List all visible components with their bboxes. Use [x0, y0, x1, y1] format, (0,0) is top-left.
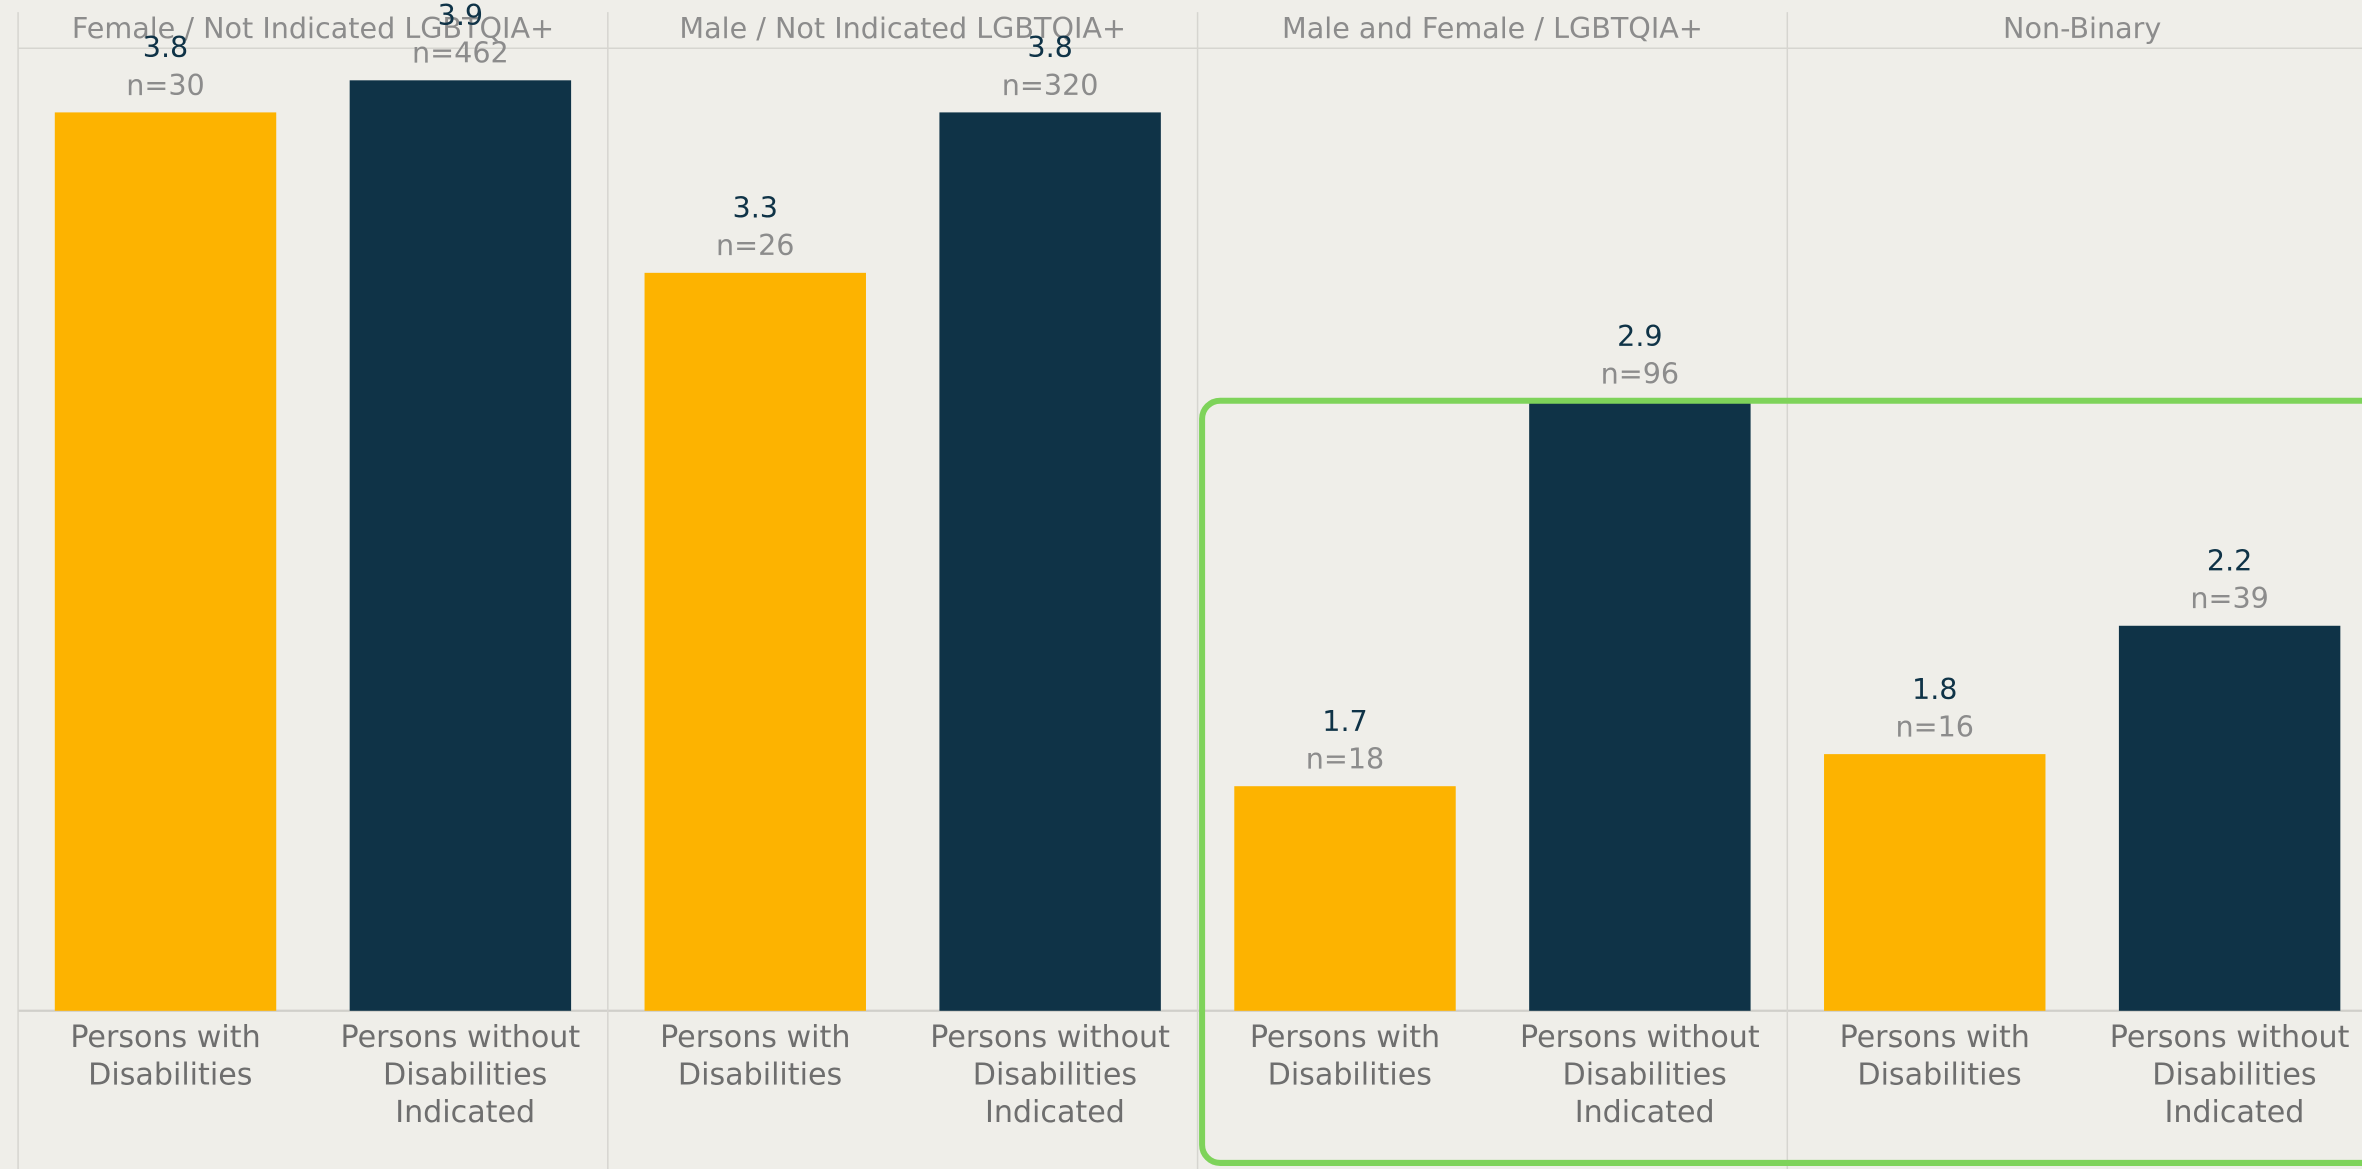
bar: [1529, 401, 1751, 1011]
n-label: n=16: [1895, 710, 1974, 744]
x-tick-label: Persons with Disabilities: [1840, 1019, 2030, 1092]
bar: [1234, 786, 1456, 1011]
value-label: 1.7: [1322, 704, 1368, 738]
bar: [54, 112, 277, 1011]
bar: [349, 80, 572, 1011]
bar: [1824, 754, 2046, 1011]
facet-title: Male and Female / LGBTQIA+: [1282, 11, 1703, 45]
facet-title: Female / Not Indicated LGBTQIA+: [72, 11, 554, 45]
n-label: n=462: [412, 36, 509, 70]
bar: [939, 112, 1161, 1011]
x-tick-label: Persons with Disabilities: [1250, 1019, 1440, 1092]
bar: [644, 272, 866, 1011]
x-tick-label: Persons without Disabilities Indicated: [930, 1019, 1170, 1129]
value-label: 2.9: [1617, 319, 1663, 353]
facet-title: Male / Not Indicated LGBTQIA+: [679, 11, 1126, 45]
value-label: 3.9: [438, 0, 484, 32]
n-label: n=39: [2190, 581, 2269, 615]
highlight-box: [1199, 397, 2362, 1166]
value-label: 2.2: [2207, 544, 2253, 578]
value-label: 3.8: [143, 30, 188, 64]
x-tick-label: Persons without Disabilities Indicated: [341, 1019, 581, 1129]
n-label: n=30: [126, 68, 205, 102]
bar: [2118, 625, 2341, 1011]
value-label: 3.8: [1027, 30, 1073, 64]
x-tick-label: Persons with Disabilities: [660, 1019, 850, 1092]
x-tick-label: Persons without Disabilities Indicated: [2110, 1019, 2350, 1129]
value-label: 3.3: [733, 191, 779, 225]
facet-title: Non-Binary: [2003, 11, 2161, 45]
n-label: n=320: [1002, 68, 1099, 102]
n-label: n=26: [716, 228, 795, 262]
x-tick-label: Persons with Disabilities: [70, 1019, 260, 1092]
n-label: n=18: [1306, 742, 1385, 776]
x-tick-label: Persons without Disabilities Indicated: [1520, 1019, 1760, 1129]
value-label: 1.8: [1912, 672, 1958, 706]
n-label: n=96: [1601, 357, 1680, 391]
